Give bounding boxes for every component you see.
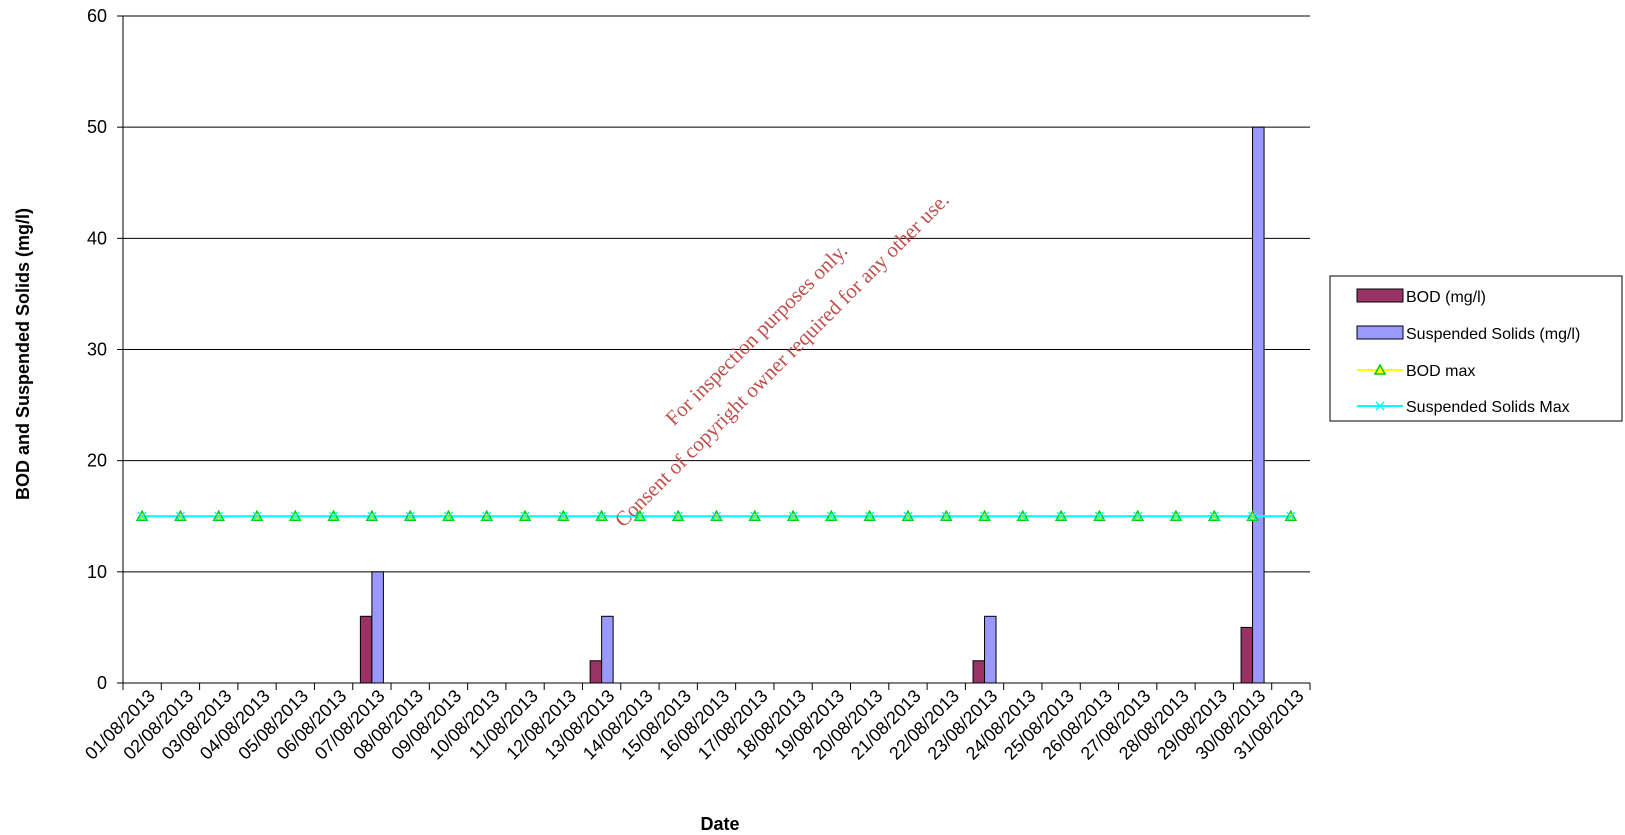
y-tick-labels: 0 10 20 30 40 50 60 (87, 6, 107, 693)
y-tick-label: 30 (87, 340, 107, 360)
bar (372, 572, 384, 683)
watermark: For inspection purposes only. Consent of… (584, 162, 953, 531)
y-tick-label: 50 (87, 117, 107, 137)
legend-label: BOD (mg/l) (1406, 289, 1486, 306)
bar (1253, 127, 1265, 683)
threshold-lines (137, 511, 1296, 520)
legend-label: Suspended Solids (mg/l) (1406, 326, 1580, 343)
bars (360, 127, 1264, 683)
bar (1241, 627, 1253, 683)
bar (973, 661, 985, 683)
gridlines (123, 16, 1310, 572)
watermark-line-2: Consent of copyright owner required for … (610, 188, 954, 532)
y-tick-label: 60 (87, 6, 107, 26)
y-tick-label: 40 (87, 228, 107, 248)
legend-label: Suspended Solids Max (1406, 399, 1570, 416)
legend-swatch (1357, 289, 1403, 302)
legend-swatch (1357, 326, 1403, 339)
y-tick-label: 0 (97, 673, 107, 693)
x-tick-labels: 01/08/201302/08/201303/08/201304/08/2013… (81, 686, 1308, 764)
x-axis-title: Date (700, 814, 739, 834)
y-axis-title: BOD and Suspended Solids (mg/l) (13, 208, 33, 500)
bar (602, 616, 614, 683)
axes (117, 16, 1310, 690)
bar (985, 616, 997, 683)
y-tick-label: 20 (87, 451, 107, 471)
bar (360, 616, 372, 683)
legend: BOD (mg/l) Suspended Solids (mg/l) BOD max… (1330, 276, 1622, 421)
legend-label: BOD max (1406, 363, 1475, 380)
y-tick-label: 10 (87, 562, 107, 582)
bar (590, 661, 602, 683)
